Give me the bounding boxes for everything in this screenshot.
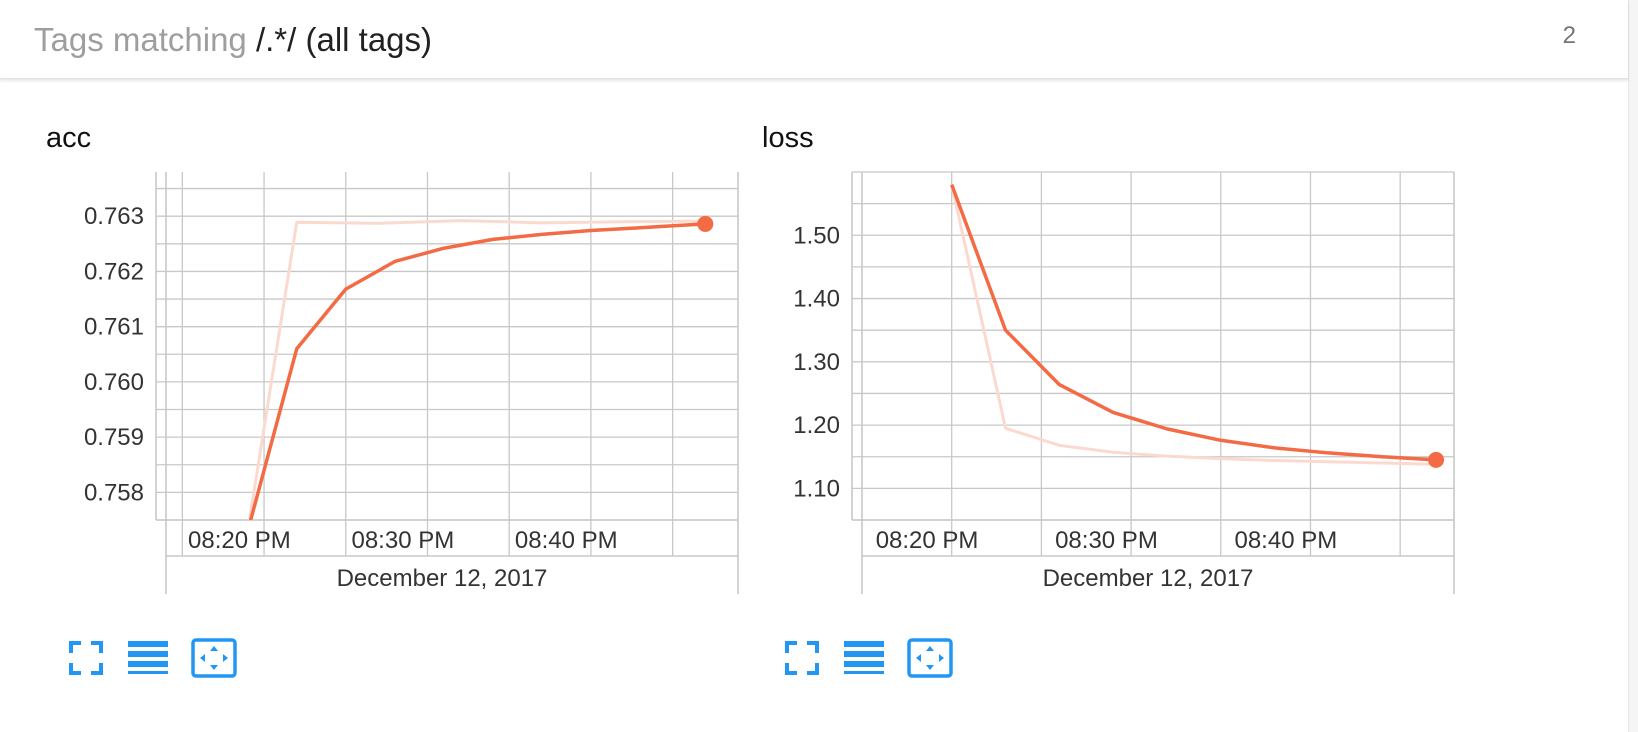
y-tick-label: 0.761: [84, 314, 144, 341]
x-axis-date-label: December 12, 2017: [337, 565, 548, 592]
fit-domain-button[interactable]: [906, 634, 954, 682]
tag-group-header[interactable]: Tags matching /.*/ (all tags) 2: [0, 0, 1628, 79]
tag-count-badge: 2: [1562, 22, 1576, 49]
x-tick-label: 08:20 PM: [188, 527, 291, 554]
toggle-log-scale-button[interactable]: [124, 634, 172, 682]
fit-domain-icon: [191, 638, 237, 678]
series-line-smoothed: [248, 222, 706, 520]
list-icon: [844, 641, 884, 674]
series-line-raw: [950, 184, 1437, 466]
x-tick-label: 08:40 PM: [515, 527, 618, 554]
scalar-chart-panel-loss: loss 1.10 1.20 1.30 1.40 1.50 08:20 PM 08:30 P…: [762, 108, 1502, 708]
title-regex: /.*/: [255, 21, 297, 58]
x-tick-label: 08:30 PM: [351, 527, 454, 554]
fullscreen-icon: [69, 641, 103, 675]
y-tick-label: 0.763: [84, 203, 144, 230]
series-line-smoothed: [950, 184, 1437, 462]
y-tick-label: 0.758: [84, 479, 144, 506]
tag-group-title: Tags matching /.*/ (all tags): [34, 20, 432, 60]
y-tick-label: 0.760: [84, 369, 144, 396]
x-tick-label: 08:30 PM: [1055, 527, 1158, 554]
series-line-raw: [247, 219, 706, 520]
title-prefix: Tags matching: [34, 21, 256, 58]
series-last-point: [697, 215, 714, 232]
y-tick-label: 1.30: [793, 349, 840, 376]
x-tick-label: 08:20 PM: [876, 527, 979, 554]
chart-acc[interactable]: 0.758 0.759 0.760 0.761 0.762 0.763 08:20 PM 08…: [46, 168, 746, 628]
y-tick-label: 1.20: [793, 412, 840, 439]
title-suffix: (all tags): [296, 21, 433, 58]
fullscreen-icon: [785, 641, 819, 675]
x-tick-label: 08:40 PM: [1234, 527, 1337, 554]
series-last-point: [1428, 451, 1445, 468]
y-tick-label: 1.40: [793, 286, 840, 313]
chart-title: loss: [762, 122, 814, 154]
scalar-chart-panel-acc: acc 0.758 0.759 0.760 0.761 0.762 0.763 08:20 …: [46, 108, 786, 708]
x-axis-date-label: December 12, 2017: [1043, 565, 1254, 592]
fullscreen-button[interactable]: [778, 634, 826, 682]
y-tick-label: 1.10: [793, 475, 840, 502]
chart-loss[interactable]: 1.10 1.20 1.30 1.40 1.50 08:20 PM 08:30 PM 08:4…: [762, 168, 1462, 628]
list-icon: [128, 641, 168, 674]
y-tick-label: 0.759: [84, 424, 144, 451]
y-tick-label: 1.50: [793, 222, 840, 249]
toggle-log-scale-button[interactable]: [840, 634, 888, 682]
fullscreen-button[interactable]: [62, 634, 110, 682]
fit-domain-icon: [907, 638, 953, 678]
y-tick-label: 0.762: [84, 258, 144, 285]
fit-domain-button[interactable]: [190, 634, 238, 682]
chart-title: acc: [46, 122, 92, 154]
